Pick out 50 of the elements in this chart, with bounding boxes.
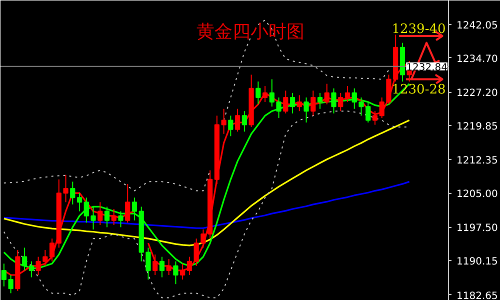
candlestick (194, 238, 199, 266)
y-tick-label: 1212.35 (456, 156, 498, 167)
y-tick-label: 1219.85 (456, 121, 498, 132)
candlestick (256, 81, 261, 105)
candlestick (331, 88, 336, 114)
line-series (3, 180, 410, 229)
candlestick (111, 208, 116, 226)
candlestick (338, 92, 344, 112)
candlestick (352, 88, 357, 110)
y-tick-label: 1242.05 (456, 20, 498, 32)
candlestick (304, 96, 309, 124)
candlestick (159, 256, 165, 278)
candlestick (317, 92, 323, 110)
candlestick (358, 96, 364, 116)
y-tick-label: 1190.15 (456, 256, 498, 268)
candlestick (372, 110, 378, 126)
candlestick (290, 92, 296, 114)
candlestick (76, 192, 82, 212)
candlestick (269, 78, 274, 108)
candlestick (234, 108, 240, 132)
candlestick (132, 197, 138, 221)
candlestick (324, 83, 330, 105)
candlestick (84, 197, 89, 224)
text: 黄金四小时图 (196, 22, 304, 42)
y-tick-label: 1205.00 (456, 189, 498, 200)
candlestick (221, 108, 226, 134)
y-tick-label: 1227.20 (456, 88, 498, 99)
candlestick (283, 90, 288, 114)
y-tick-label: 1182.65 (456, 290, 498, 300)
candlestick (98, 202, 103, 226)
candlestick (118, 210, 124, 228)
candlestick (310, 90, 316, 116)
candlestick (90, 206, 96, 230)
candlestick (125, 183, 130, 224)
candlestick (296, 94, 302, 112)
y-tick-label: 1197.50 (456, 223, 498, 234)
candlestick (379, 96, 384, 118)
candlestick (262, 86, 268, 103)
candlestick (276, 96, 282, 118)
candlestick (49, 238, 55, 262)
candlestick (228, 115, 234, 137)
ref-line-label: 1239-40 (392, 22, 446, 38)
candlestick (344, 86, 350, 103)
candlestick (366, 102, 371, 124)
candlestick (70, 181, 76, 205)
y-tick-label: 1234.70 (456, 54, 498, 65)
candlestick (242, 110, 247, 132)
ref-line-label: 1232.84 (406, 62, 448, 74)
candlestick (104, 206, 110, 228)
candlestick (63, 174, 68, 203)
